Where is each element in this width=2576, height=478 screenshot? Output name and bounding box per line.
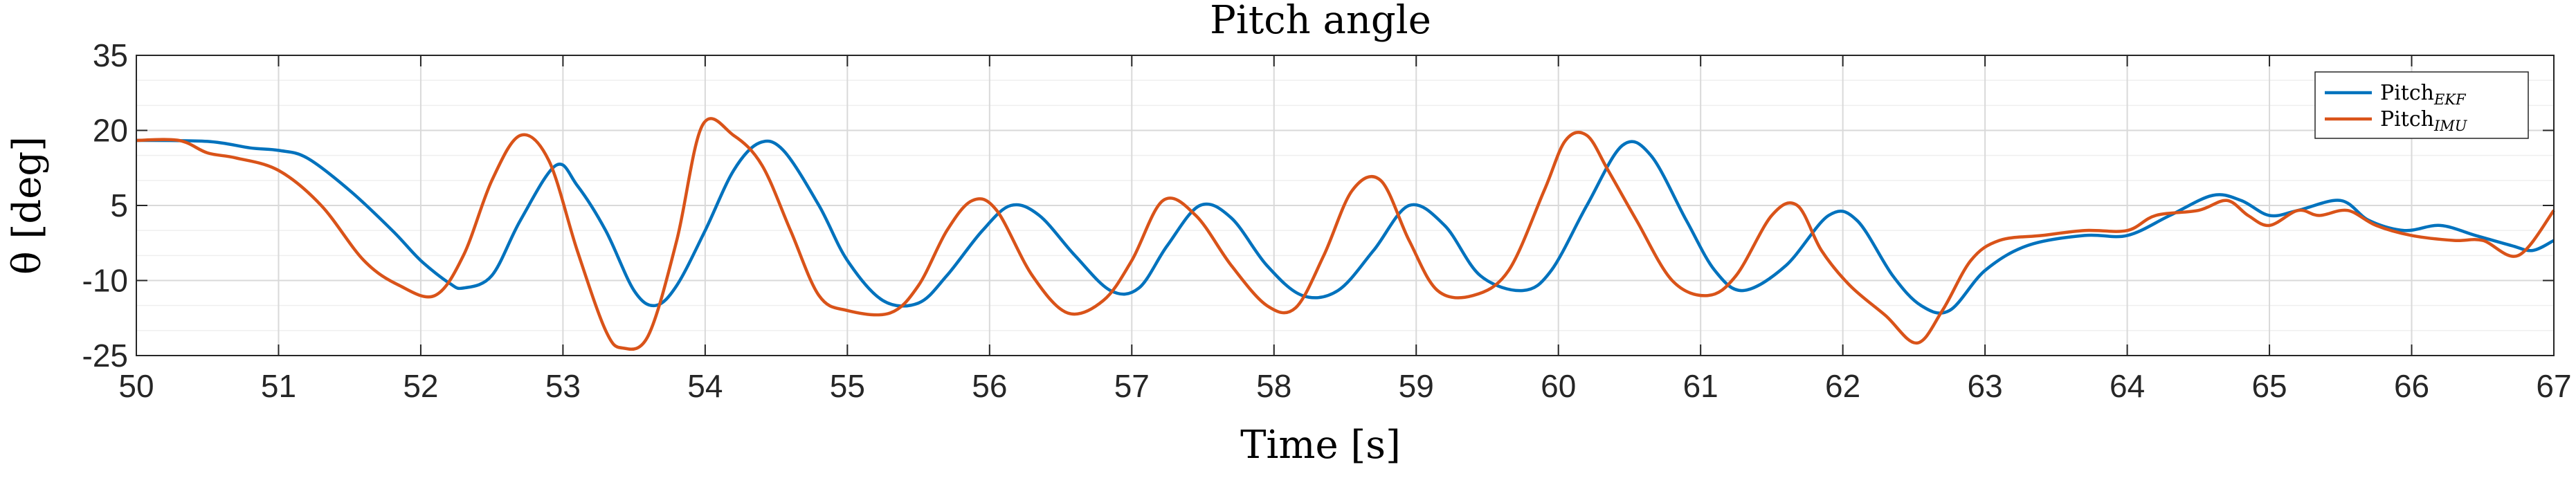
y-tick-label: 35 [93, 37, 128, 73]
y-axis-ticks: -25 -10 5 20 35 [82, 37, 2554, 374]
x-tick-label: 63 [1968, 368, 2003, 404]
y-axis-label: θ [deg] [5, 136, 50, 275]
series-line-imu [136, 117, 2555, 351]
x-tick-label: 51 [261, 368, 296, 404]
x-tick-label: 56 [972, 368, 1007, 404]
x-tick-label: 54 [687, 368, 723, 404]
x-tick-label: 64 [2110, 368, 2145, 404]
x-axis-ticks: 50 51 52 53 54 55 56 57 58 59 60 61 62 63 64 65 66 67 [118, 55, 2572, 404]
x-axis-label: Time [s] [1240, 423, 1401, 468]
x-tick-label: 59 [1399, 368, 1434, 404]
chart-title: Pitch angle [1210, 0, 1431, 43]
legend-box [2314, 71, 2529, 139]
legend-label-ekf: PitchEKF [2380, 81, 2467, 108]
y-tick-label: 5 [110, 187, 128, 223]
x-tick-label: 53 [545, 368, 581, 404]
y-tick-label: -25 [82, 338, 128, 374]
series-line-ekf [136, 138, 2555, 315]
y-tick-label: -10 [82, 263, 128, 299]
legend-label-imu: PitchIMU [2380, 107, 2468, 134]
x-tick-label: 62 [1825, 368, 1860, 404]
x-tick-label: 60 [1541, 368, 1576, 404]
x-tick-label: 55 [830, 368, 865, 404]
x-tick-label: 66 [2394, 368, 2429, 404]
x-tick-label: 57 [1114, 368, 1150, 404]
y-tick-label: 20 [93, 113, 128, 149]
x-tick-label: 58 [1256, 368, 1291, 404]
x-tick-label: 67 [2536, 368, 2571, 404]
x-tick-label: 52 [403, 368, 438, 404]
series-layer [136, 117, 2555, 351]
x-tick-label: 50 [118, 368, 154, 404]
x-tick-label: 65 [2251, 368, 2287, 404]
x-tick-label: 61 [1683, 368, 1718, 404]
